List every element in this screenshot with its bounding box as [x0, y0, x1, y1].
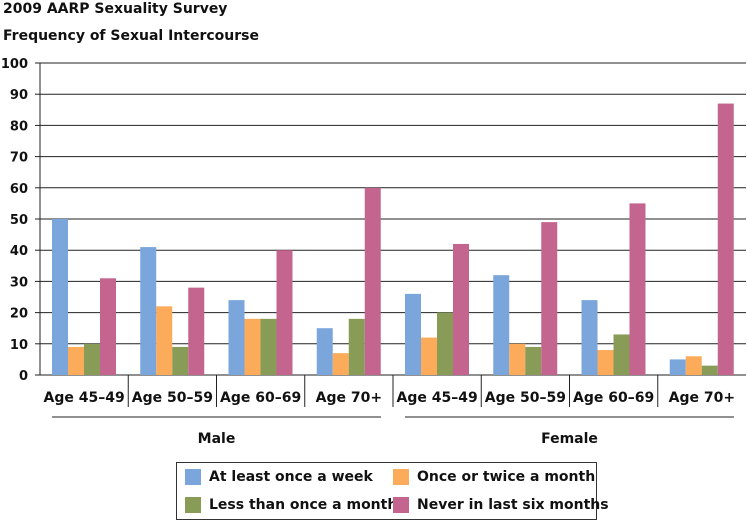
legend-swatch [185, 469, 201, 485]
bar [629, 203, 646, 375]
legend-label: Never in last six months [417, 497, 609, 513]
bar [493, 275, 510, 375]
bar [244, 318, 261, 375]
bar [172, 346, 189, 375]
x-tick-label: Age 60–69 [573, 390, 654, 406]
legend-item: Less than once a month [185, 497, 397, 513]
bar [669, 359, 686, 375]
bar [52, 219, 68, 375]
x-tick-label: Age 45–49 [397, 390, 478, 406]
bar [701, 365, 718, 375]
y-tick-label: 30 [10, 275, 28, 290]
legend-swatch [393, 497, 409, 513]
bar [405, 293, 421, 375]
legend-swatch [393, 469, 409, 485]
bar [156, 306, 173, 375]
group-label: Male [198, 431, 236, 447]
x-tick-label: Age 60–69 [220, 390, 301, 406]
bar [348, 318, 365, 375]
y-tick-label: 40 [10, 244, 28, 259]
bar [717, 103, 734, 375]
bar [140, 247, 157, 375]
bar [188, 287, 205, 375]
bar [581, 300, 598, 375]
bar [525, 346, 542, 375]
bar [84, 343, 100, 375]
bar [685, 356, 702, 375]
legend-swatch [185, 497, 201, 513]
legend-label: Less than once a month [209, 497, 398, 513]
y-tick-label: 100 [1, 57, 28, 72]
y-tick-label: 50 [10, 213, 28, 228]
group-label: Female [541, 431, 598, 447]
bar [276, 250, 293, 375]
bar [260, 318, 277, 375]
x-tick-label: Age 70+ [316, 390, 382, 406]
bar [541, 222, 558, 375]
x-tick-label: Age 50–59 [485, 390, 566, 406]
chart-title: 2009 AARP Sexuality Survey [3, 1, 228, 17]
legend-item: At least once a week [185, 469, 373, 485]
y-tick-label: 10 [10, 338, 28, 353]
bar [437, 312, 453, 375]
chart-subtitle: Frequency of Sexual Intercourse [3, 28, 259, 44]
y-tick-label: 70 [10, 151, 28, 166]
legend-item: Once or twice a month [393, 469, 595, 485]
bar [453, 243, 469, 375]
bar [100, 278, 116, 375]
legend-label: At least once a week [209, 469, 373, 485]
x-tick-label: Age 70+ [669, 390, 735, 406]
bar [364, 187, 381, 375]
x-tick-label: Age 45–49 [44, 390, 125, 406]
legend-label: Once or twice a month [417, 469, 596, 485]
bar [316, 328, 333, 375]
bar [509, 343, 526, 375]
y-tick-label: 90 [10, 88, 28, 103]
bar [332, 353, 349, 375]
y-tick-label: 20 [10, 307, 28, 322]
bar [228, 300, 245, 375]
legend-item: Never in last six months [393, 497, 609, 513]
chart-legend: At least once a week Once or twice a mon… [176, 462, 609, 520]
y-tick-label: 60 [10, 182, 28, 197]
bar [597, 350, 614, 375]
y-tick-label: 0 [19, 369, 28, 384]
bar [613, 334, 630, 375]
bar [421, 337, 437, 375]
y-tick-label: 80 [10, 119, 28, 134]
x-tick-label: Age 50–59 [132, 390, 213, 406]
bar [68, 346, 84, 375]
bar-chart: 0 10 20 30 40 50 60 70 80 90 100 Age 45–49 Age 50–59… [1, 57, 746, 447]
